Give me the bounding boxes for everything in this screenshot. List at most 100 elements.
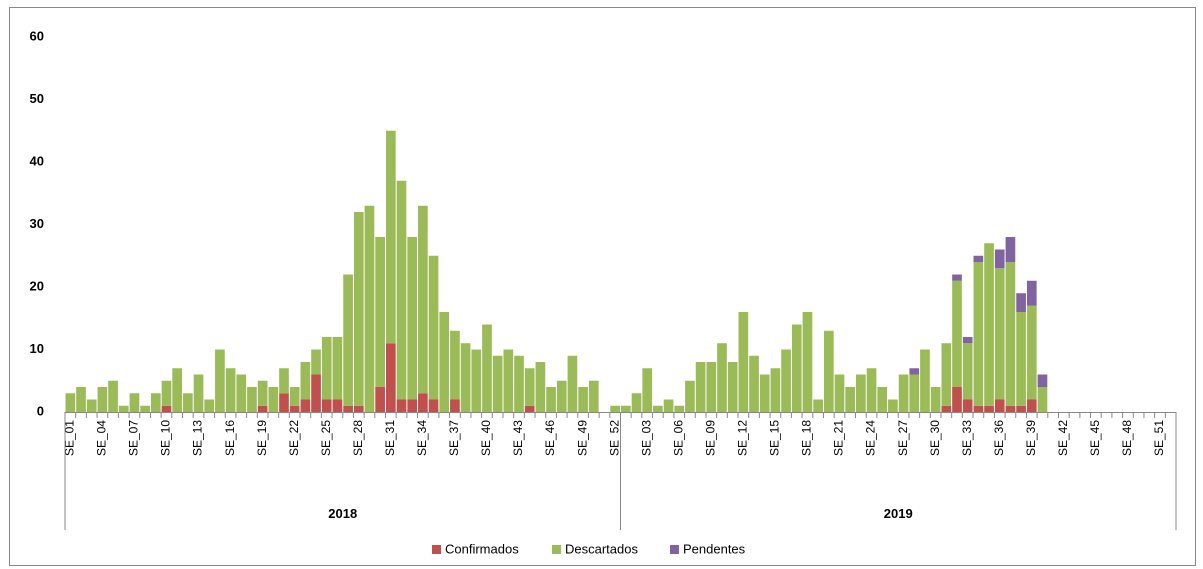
bar [76,387,86,412]
bar [118,405,129,412]
x-tick-label: SE_36 [992,420,1006,456]
y-tick-label: 50 [30,91,44,106]
bar [439,312,450,412]
bar [364,205,375,412]
bar [994,399,1005,412]
bar [161,405,172,412]
bar [856,374,866,412]
x-tick-label: SE_07 [127,420,141,456]
bar [428,255,439,400]
bar [204,399,215,412]
bar [375,387,385,412]
bar [706,362,717,412]
bar [610,405,620,412]
bar [941,343,952,406]
bar [941,405,952,412]
bar [215,349,225,412]
bar [920,349,930,412]
bar [492,355,503,412]
bar [428,399,439,412]
bar [450,399,460,412]
bar [631,393,642,412]
bar [183,393,193,412]
bar [695,362,706,412]
bar [962,337,973,344]
bar [418,393,428,412]
bar [257,405,268,412]
bar [749,355,759,412]
bar [781,349,791,412]
bar [845,387,856,412]
legend-label: Confirmados [445,541,519,556]
bar [172,368,183,412]
x-tick-label: SE_34 [415,420,429,456]
bar [150,393,161,412]
bar [289,405,300,412]
bar [994,268,1005,400]
bar [984,243,994,406]
x-tick-label: SE_04 [95,420,109,456]
bar [802,312,813,412]
bar [1037,387,1048,412]
bar [289,387,300,406]
bar [653,405,663,412]
x-tick-label: SE_24 [864,420,878,456]
bar [236,374,247,412]
bar [1005,262,1016,406]
legend-swatch [552,545,561,554]
x-tick-label: SE_10 [159,420,173,456]
y-tick-label: 0 [37,403,44,418]
bar [332,399,343,412]
bar [225,368,236,412]
bar [663,399,674,412]
bar [97,387,108,412]
x-tick-label: SE_13 [191,420,205,456]
bar [973,405,984,412]
bar [503,349,514,412]
bar [343,274,353,406]
bar [257,380,268,406]
bar [247,387,257,412]
bar [791,324,802,412]
bar [642,368,653,412]
bar [930,387,941,412]
x-tick-label: SE_25 [319,420,333,456]
bar [396,180,407,400]
bar [984,405,994,412]
bar [962,399,973,412]
legend-label: Descartados [565,541,638,556]
y-tick-label: 40 [30,153,44,168]
x-tick-label: SE_51 [1152,420,1166,456]
bar [877,387,888,412]
x-tick-label: SE_30 [928,420,942,456]
bar [952,280,962,387]
bar [866,368,877,412]
x-tick-label: SE_27 [896,420,910,456]
bar [353,405,364,412]
x-tick-label: SE_18 [800,420,814,456]
bar [962,343,973,400]
bar [578,387,588,412]
x-tick-label: SE_16 [223,420,237,456]
bar [973,255,984,262]
bar [300,399,311,412]
y-tick-label: 60 [30,28,44,43]
bar [973,262,984,406]
bar [375,237,385,387]
x-tick-label: SE_31 [383,420,397,456]
bar [588,380,599,412]
x-tick-label: SE_33 [960,420,974,456]
bar [321,337,332,400]
bar [567,355,578,412]
bar [888,399,898,412]
x-tick-label: SE_40 [479,420,493,456]
bar [1016,312,1026,406]
bar [1016,405,1026,412]
bar [514,355,524,412]
bar [909,368,920,375]
bar [546,387,556,412]
bar [770,368,781,412]
bar [1026,305,1037,400]
bar [396,399,407,412]
